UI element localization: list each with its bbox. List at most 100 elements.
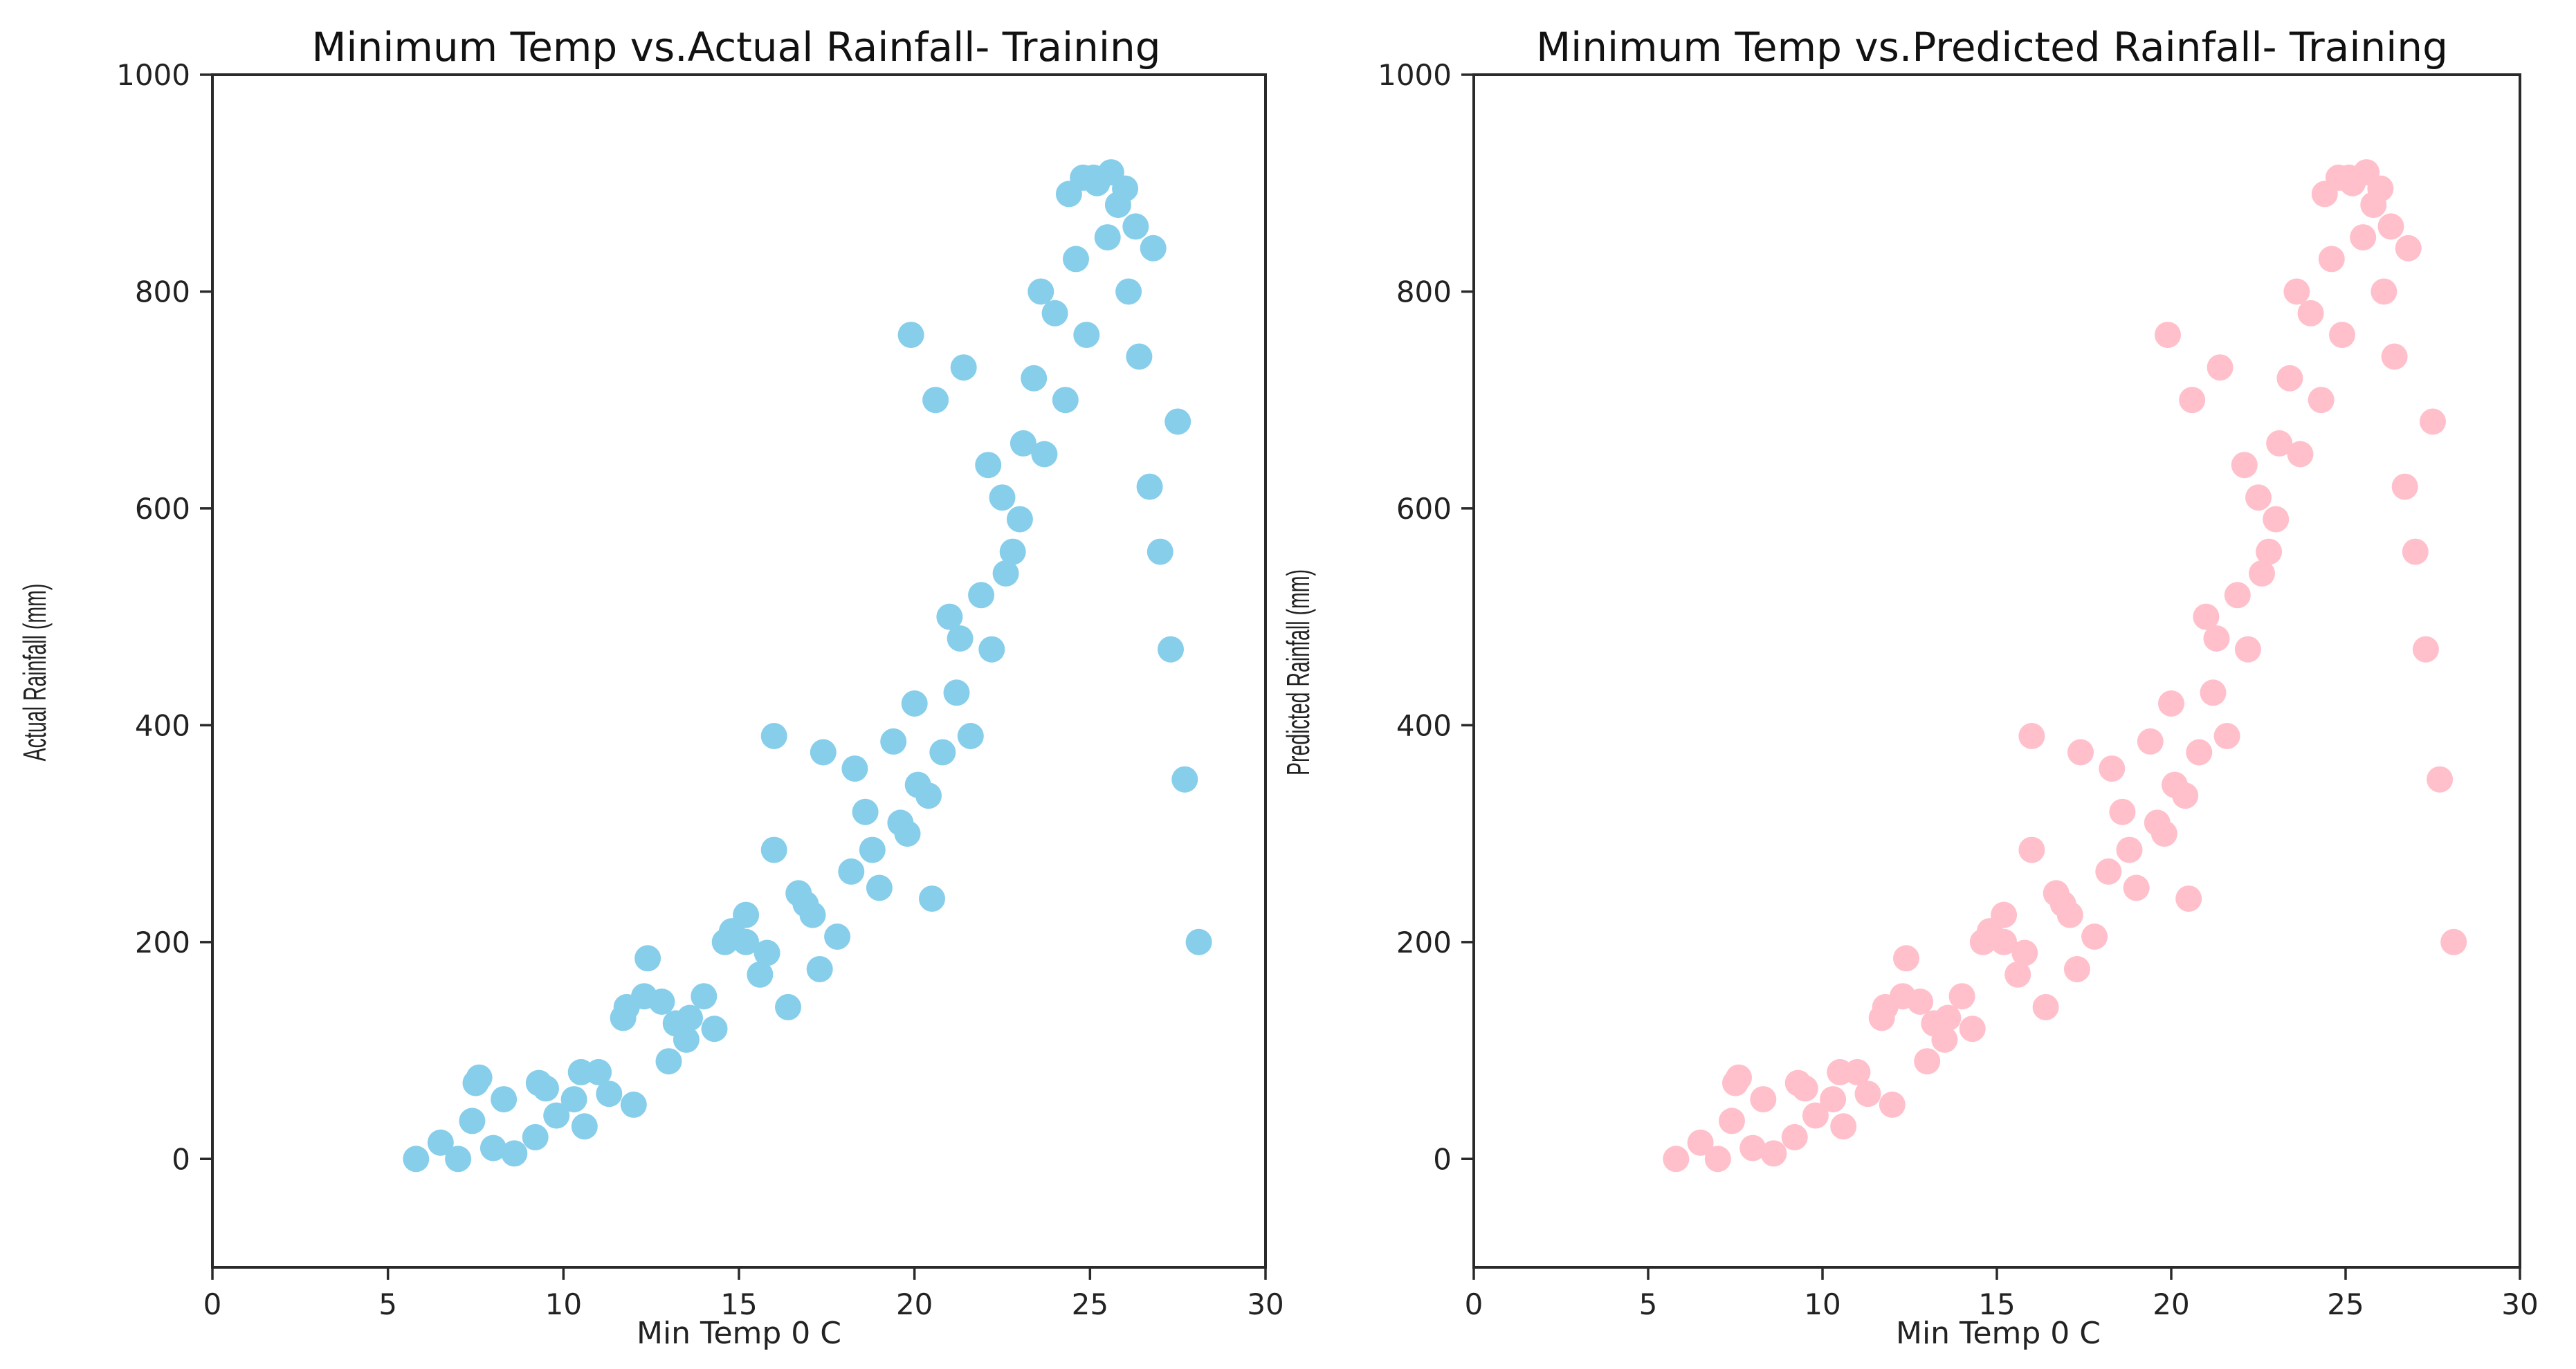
left-scatter-point (919, 885, 945, 912)
left-scatter-point (1126, 343, 1153, 370)
right-scatter-point (2381, 343, 2408, 370)
left-y-tick-label: 200 (135, 926, 190, 959)
right-scatter-point (2391, 473, 2418, 500)
right-scatter-point (1830, 1113, 1857, 1140)
right-scatter-point (2116, 836, 2143, 863)
right-scatter-point (2231, 452, 2258, 479)
left-scatter-point (1147, 538, 1173, 565)
left-scatter-point (543, 1102, 570, 1129)
right-scatter-point (1948, 983, 1975, 1010)
right-scatter-point (2256, 538, 2283, 565)
left-scatter-point (901, 690, 928, 717)
left-scatter-point (701, 1016, 728, 1042)
left-scatter-point (950, 354, 977, 381)
left-x-tick-label: 5 (378, 1287, 397, 1321)
left-scatter-point (1031, 441, 1058, 468)
right-scatter-points (1663, 159, 2467, 1173)
left-scatter-point (799, 901, 826, 928)
left-scatter-point (403, 1146, 430, 1173)
right-scatter-point (2402, 538, 2429, 565)
right-scatter-point (1914, 1048, 1941, 1075)
right-scatter-point (2043, 880, 2070, 907)
left-scatter-point (655, 1048, 682, 1075)
right-scatter-point (2203, 625, 2230, 652)
right-scatter-point (1687, 1129, 1714, 1156)
right-scatter-point (2018, 836, 2045, 863)
right-scatter-point (2420, 408, 2446, 435)
left-scatter-point (427, 1129, 454, 1156)
left-scatter-point (1094, 224, 1121, 251)
right-x-axis-label: Min Temp 0 C (1896, 1316, 2101, 1351)
left-scatter-point (824, 924, 851, 950)
right-scatter-point (2297, 300, 2324, 327)
right-scatter-point (2099, 755, 2126, 782)
right-scatter-point (2193, 603, 2220, 630)
left-scatter-point (445, 1146, 472, 1173)
left-y-tick-label: 600 (135, 492, 190, 526)
right-scatter-panel: Minimum Temp vs.Predicted Rainfall- Trai… (1281, 24, 2539, 1351)
right-scatter-point (2155, 322, 2181, 349)
left-scatter-point (1027, 278, 1054, 305)
left-scatter-point (810, 739, 837, 766)
left-scatter-point (841, 755, 868, 782)
left-scatter-point (887, 809, 914, 836)
left-scatter-point (978, 636, 1005, 663)
right-x-tick-label: 15 (1978, 1287, 2015, 1321)
right-scatter-point (2427, 766, 2454, 793)
right-x-axis-ticks: 0 5 10 15 20 25 30 (1465, 1267, 2539, 1321)
left-scatter-point (957, 723, 984, 749)
right-scatter-point (2283, 278, 2310, 305)
left-scatter-point (975, 452, 1002, 479)
left-scatter-panel: Minimum Temp vs.Actual Rainfall- Trainin… (17, 24, 1284, 1351)
right-scatter-point (2179, 387, 2206, 414)
right-scatter-point (1750, 1086, 1777, 1113)
left-scatter-point (936, 603, 963, 630)
left-scatter-point (1171, 766, 1198, 793)
right-scatter-point (2109, 798, 2136, 825)
left-scatter-point (1070, 164, 1097, 191)
left-scatter-point (915, 782, 942, 809)
left-scatter-point (1041, 300, 1068, 327)
left-chart-title: Minimum Temp vs.Actual Rainfall- Trainin… (311, 24, 1160, 71)
right-scatter-point (1921, 1010, 1948, 1037)
right-scatter-point (1893, 945, 1919, 972)
left-scatter-point (711, 928, 738, 955)
right-scatter-point (1663, 1146, 1690, 1173)
left-scatter-point (634, 945, 661, 972)
right-scatter-point (2245, 484, 2272, 511)
right-x-tick-label: 25 (2327, 1287, 2364, 1321)
right-scatter-point (2144, 809, 2171, 836)
right-scatter-point (2018, 723, 2045, 749)
right-scatter-point (1784, 1069, 1811, 1096)
right-y-tick-label: 0 (1433, 1142, 1452, 1176)
right-chart-title: Minimum Temp vs.Predicted Rainfall- Trai… (1536, 24, 2448, 71)
left-scatter-point (1115, 278, 1142, 305)
right-scatter-point (2056, 901, 2083, 928)
right-scatter-point (2276, 365, 2303, 392)
left-scatter-point (613, 993, 640, 1020)
right-scatter-point (2081, 924, 2108, 950)
left-scatter-point (466, 1064, 493, 1091)
right-scatter-point (2172, 782, 2199, 809)
left-scatter-point (806, 956, 833, 982)
right-scatter-point (1739, 1134, 1766, 1161)
left-x-axis-ticks: 0 5 10 15 20 25 30 (203, 1267, 1284, 1321)
right-x-tick-label: 30 (2501, 1287, 2538, 1321)
left-scatter-point (992, 560, 1019, 587)
left-scatter-point (785, 880, 812, 907)
left-scatter-point (929, 739, 956, 766)
right-scatter-point (2067, 739, 2094, 766)
right-scatter-point (2395, 235, 2422, 261)
right-scatter-point (2137, 728, 2164, 755)
right-scatter-point (2377, 213, 2404, 240)
right-x-tick-label: 5 (1639, 1287, 1658, 1321)
left-scatter-point (1122, 213, 1149, 240)
right-y-tick-label: 600 (1396, 492, 1452, 526)
right-x-tick-label: 10 (1804, 1287, 1840, 1321)
right-scatter-point (2329, 322, 2355, 349)
left-scatter-point (1140, 235, 1167, 261)
right-scatter-point (1719, 1108, 1745, 1134)
right-scatter-point (2266, 430, 2293, 457)
left-scatter-point (522, 1123, 549, 1150)
